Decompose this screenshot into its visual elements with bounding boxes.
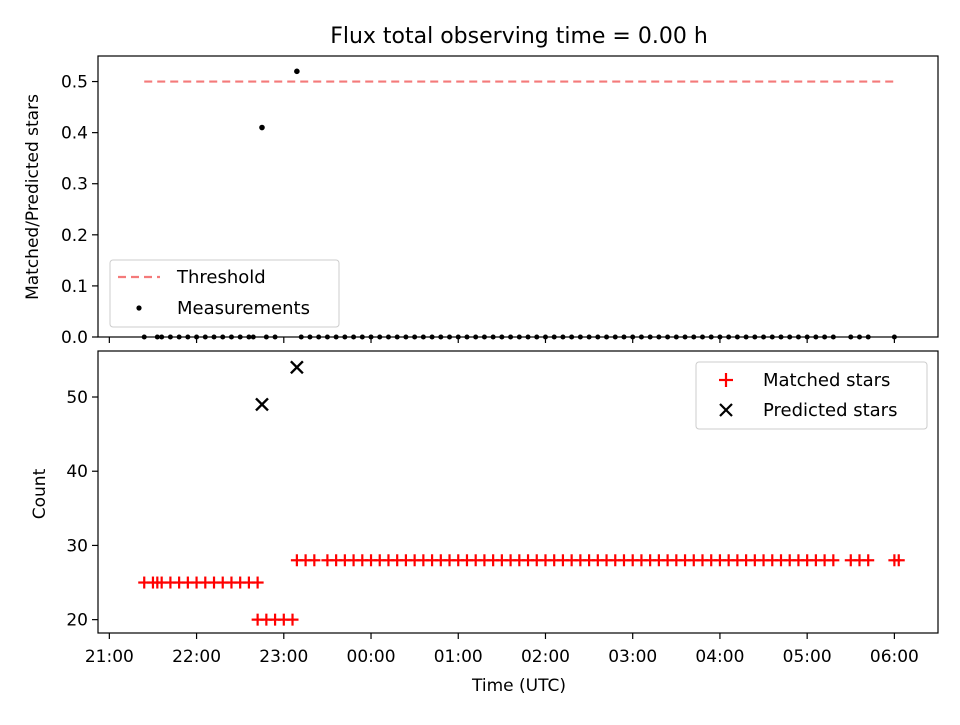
top-legend: Threshold Measurements: [109, 259, 340, 328]
measurement-point: [294, 68, 300, 75]
legend-matched-swatch: [719, 373, 733, 387]
top-y-tick-label: 0.1: [61, 277, 88, 297]
predicted-star-point: [255, 397, 269, 412]
x-tick-label: 00:00: [347, 647, 396, 667]
x-tick-label: 22:00: [172, 647, 221, 667]
top-y-tick-label: 0.3: [61, 175, 88, 195]
top-y-tick-label: 0.5: [61, 73, 88, 93]
bottom-x-ticks: 21:00 22:00 23:00 00:00 01:00 02:00 03:00 04:00…: [85, 633, 919, 667]
matched-star-point: [308, 554, 321, 567]
x-tick-label: 21:00: [85, 647, 134, 667]
x-tick-label: 04:00: [695, 647, 744, 667]
x-tick-label: 01:00: [434, 647, 483, 667]
top-panel: Flux total observing time = 0.00 h Match…: [23, 24, 939, 348]
predicted-star-point: [290, 360, 304, 375]
bottom-y-tick-label: 40: [66, 462, 88, 482]
legend-matched-label: Matched stars: [763, 370, 890, 391]
matched-star-point: [251, 576, 264, 589]
legend-predicted-swatch: [719, 403, 733, 417]
bottom-y-axis-label: Count: [30, 468, 50, 519]
x-axis-label: Time (UTC): [471, 676, 566, 696]
x-tick-label: 23:00: [259, 647, 308, 667]
top-y-axis-label: Matched/Predicted stars: [23, 94, 43, 300]
bottom-y-ticks: 20 30 40 50: [66, 388, 98, 631]
matched-star-point: [827, 554, 840, 567]
top-y-ticks: 0.0 0.1 0.2 0.3 0.4 0.5: [61, 73, 98, 348]
legend-predicted-label: Predicted stars: [763, 400, 897, 421]
legend-measurements-label: Measurements: [177, 298, 310, 319]
matched-star-point: [892, 554, 905, 567]
bottom-legend-box: [695, 361, 928, 430]
top-y-tick-label: 0.2: [61, 226, 88, 246]
bottom-y-tick-label: 30: [66, 536, 88, 556]
x-tick-label: 03:00: [608, 647, 657, 667]
predicted-stars-series: [255, 360, 304, 412]
bottom-y-tick-label: 50: [66, 388, 88, 408]
matched-star-point: [862, 554, 875, 567]
bottom-legend: Matched stars Predicted stars: [695, 361, 928, 430]
matched-star-point: [286, 613, 299, 626]
x-tick-label: 02:00: [521, 647, 570, 667]
legend-threshold-label: Threshold: [176, 267, 266, 288]
top-y-tick-label: 0.0: [61, 328, 88, 348]
bottom-panel: Count Time (UTC) 20 30 40 50 21:00 22:00 23:0…: [30, 350, 939, 696]
top-plot-frame: [97, 55, 939, 338]
x-tick-label: 05:00: [783, 647, 832, 667]
measurement-point: [259, 124, 265, 131]
bottom-y-tick-label: 20: [66, 611, 88, 631]
top-y-tick-label: 0.4: [61, 124, 88, 144]
legend-measurements-swatch: [136, 305, 142, 311]
chart-title: Flux total observing time = 0.00 h: [330, 24, 708, 49]
x-tick-label: 06:00: [870, 647, 919, 667]
top-legend-box: [109, 259, 340, 328]
bottom-plot-frame: [97, 350, 939, 634]
matched-stars-series: [138, 554, 905, 626]
